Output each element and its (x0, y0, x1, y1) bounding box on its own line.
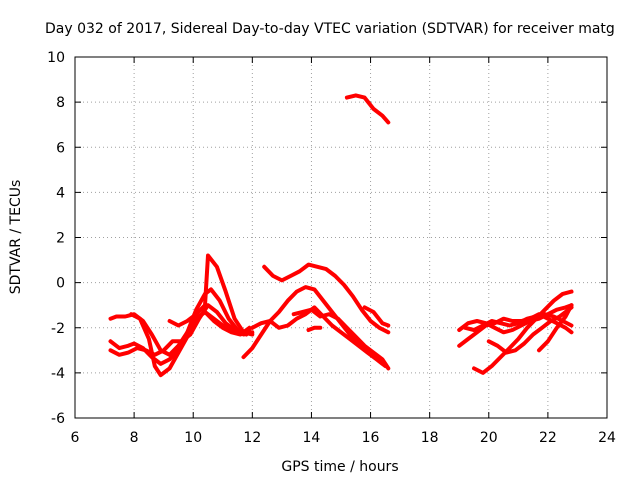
chart-title: Day 032 of 2017, Sidereal Day-to-day VTE… (45, 21, 615, 37)
x-tick-label: 20 (480, 430, 498, 446)
y-tick-label: 6 (56, 140, 65, 156)
x-tick-label: 24 (598, 430, 616, 446)
series-line-sat-m (457, 303, 574, 335)
y-tick-label: 0 (56, 276, 65, 292)
x-tick-label: 6 (71, 430, 80, 446)
x-tick-label: 12 (243, 430, 261, 446)
y-tick-label: 10 (47, 50, 65, 66)
y-tick-label: -4 (51, 366, 65, 382)
x-tick-label: 10 (184, 430, 202, 446)
x-tick-label: 8 (130, 430, 139, 446)
y-tick-label: 4 (56, 185, 65, 201)
series-line-sat-h (250, 305, 388, 369)
series-line-sat-n (457, 312, 574, 348)
series-line-sat-d (129, 310, 252, 378)
y-tick-label: -6 (51, 411, 65, 427)
grid-layer (75, 57, 607, 418)
y-tick-label: 8 (56, 95, 65, 111)
series-line-sat-j (306, 325, 323, 332)
series-layer (108, 93, 574, 378)
x-axis-label: GPS time / hours (281, 459, 398, 475)
series-line-sat-q (486, 305, 574, 355)
x-tick-label: 22 (539, 430, 557, 446)
y-tick-label: 2 (56, 231, 65, 247)
series-line-sat-p (472, 289, 574, 375)
series-line-sat-o (463, 312, 574, 332)
series-line-sat-e (167, 253, 255, 337)
x-tick-label: 18 (421, 430, 439, 446)
series-line-sat-l (344, 93, 391, 125)
series-line-sat-k (362, 305, 391, 328)
x-tick-label: 14 (303, 430, 321, 446)
x-tick-label: 16 (362, 430, 380, 446)
series-line-sat-i (291, 307, 391, 371)
y-axis-label: SDTVAR / TECUs (8, 180, 24, 295)
series-line-sat-g (262, 262, 391, 335)
y-tick-label: -2 (51, 321, 65, 337)
series-line-sat-r (537, 303, 574, 353)
